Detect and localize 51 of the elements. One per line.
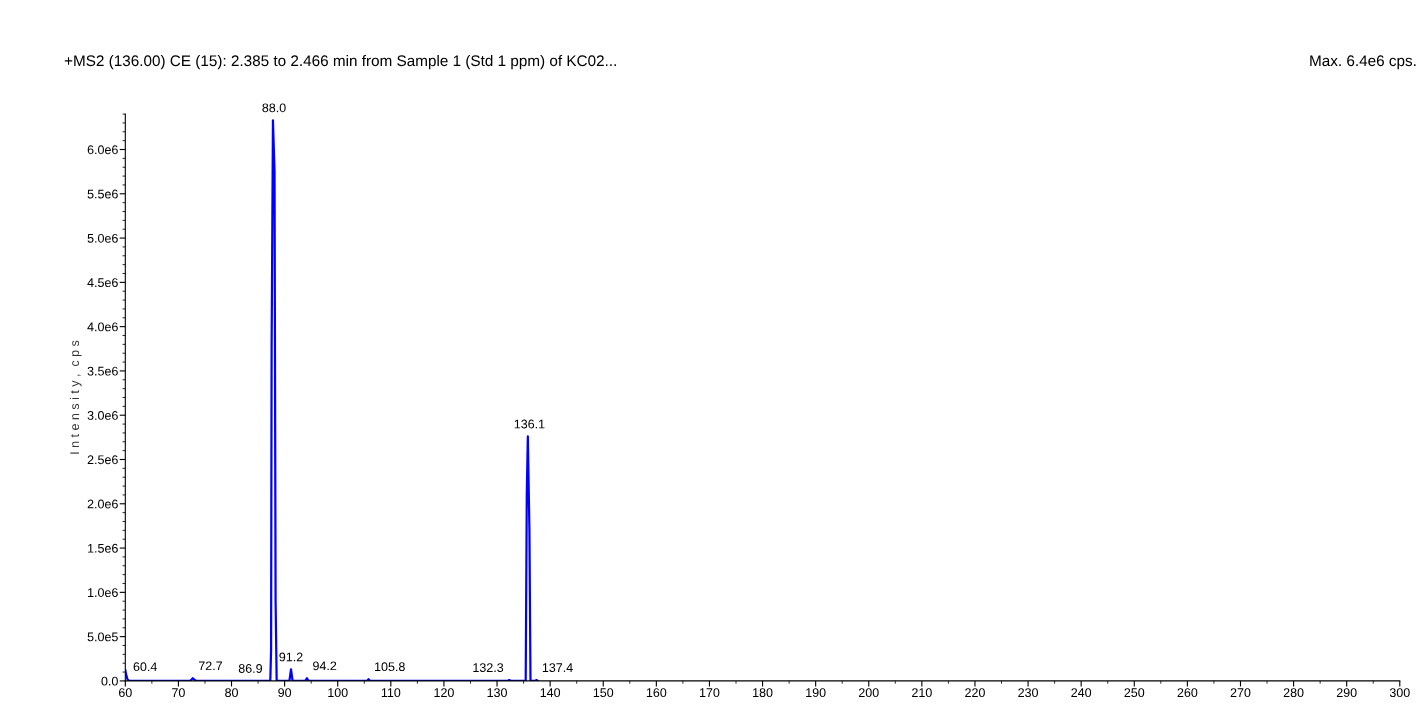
y-tick-label: 1.0e6 <box>88 588 118 597</box>
y-axis-title: I n t e n s i t y , c p s <box>69 340 82 454</box>
x-tick-label: 210 <box>912 688 932 698</box>
y-tick-label: 3.0e6 <box>87 411 118 420</box>
x-tick-label: 130 <box>487 688 507 698</box>
y-tick-label: 5.0e6 <box>87 233 118 243</box>
y-tick-label: 3.5e6 <box>87 366 118 376</box>
annotation: 86.9 <box>238 664 263 673</box>
x-tick-label: 100 <box>328 688 348 698</box>
x-tick-label: 270 <box>1230 688 1251 698</box>
x-tick-label: 220 <box>965 688 985 698</box>
y-tick-label: 4.0e6 <box>87 322 118 332</box>
x-tick-label: 200 <box>858 688 879 698</box>
y-tick-label: 5.0e5 <box>87 632 118 642</box>
x-tick-label: 60 <box>119 688 132 698</box>
x-tick-label: 230 <box>1018 688 1039 698</box>
x-tick-label: 80 <box>225 688 238 698</box>
annotation: 60.4 <box>133 662 157 672</box>
x-tick-label: 140 <box>540 688 561 698</box>
x-tick-label: 150 <box>593 688 614 698</box>
annotation: 137.4 <box>542 663 573 672</box>
y-tick-label: 5.5e6 <box>87 189 118 199</box>
annotation: 88.0 <box>262 103 286 113</box>
chart-subtitle: Max. 6.4e6 cps. <box>1310 55 1416 70</box>
x-tick-label: 240 <box>1071 688 1092 698</box>
chart-title: +MS2 (136.00) CE (15): 2.385 to 2.466 min from Sample 1 (Std 1 ppm) of KC02... <box>64 54 616 70</box>
annotation: 132.3 <box>473 663 504 672</box>
y-tick-label: 1.5e6 <box>88 543 118 553</box>
y-tick-label: 2.5e6 <box>87 455 118 465</box>
x-tick-label: 190 <box>806 688 826 698</box>
annotation: 136.1 <box>514 419 545 429</box>
x-tick-label: 120 <box>434 688 454 698</box>
x-tick-label: 160 <box>646 688 667 698</box>
annotation: 91.2 <box>279 652 303 662</box>
y-tick-label: 4.5e6 <box>87 278 118 288</box>
x-tick-label: 170 <box>699 688 720 698</box>
x-tick-label: 70 <box>172 688 185 698</box>
x-tick-label: 300 <box>1389 688 1410 698</box>
x-tick-label: 290 <box>1336 688 1357 698</box>
y-tick-label: 2.0e6 <box>87 499 118 509</box>
annotation: 72.7 <box>198 661 223 671</box>
annotation: 94.2 <box>313 661 337 671</box>
annotation: 105.8 <box>375 662 405 672</box>
x-tick-label: 280 <box>1283 688 1304 698</box>
x-tick-label: 260 <box>1177 688 1198 698</box>
y-tick-label: 6.0e6 <box>87 145 118 155</box>
y-tick-label: 0.0 <box>101 676 118 686</box>
x-tick-label: 110 <box>381 688 401 698</box>
x-tick-label: 250 <box>1124 688 1145 698</box>
x-tick-label: 90 <box>278 688 292 698</box>
x-tick-label: 180 <box>753 688 773 698</box>
